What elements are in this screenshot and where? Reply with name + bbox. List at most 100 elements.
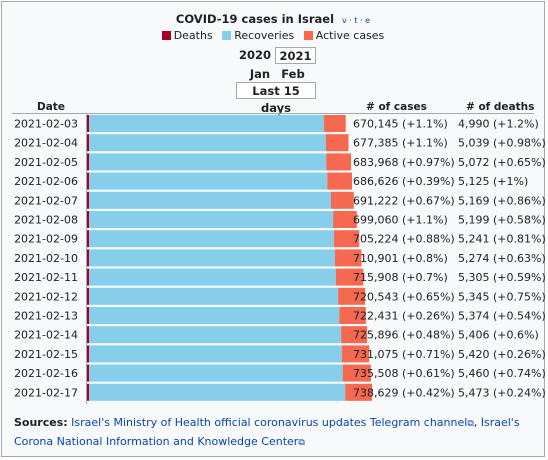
row-cases-label: 725,896 (+0.48%) [353, 329, 455, 342]
row-cases-label: 715,908 (+0.7%) [353, 271, 448, 284]
legend-active: Active cases [303, 29, 385, 43]
bar-recoveries [89, 134, 326, 152]
sources-label: Sources: [14, 416, 68, 429]
month-jan-button[interactable]: Jan [249, 67, 271, 81]
column-header-date: Date [37, 101, 65, 113]
row-cases-label: 670,145 (+1.1%) [353, 118, 448, 131]
legend-recoveries-swatch [222, 31, 232, 40]
vte-links[interactable]: v · t · e [342, 16, 371, 25]
sources-note: Sources: Israel's Ministry of Health off… [14, 414, 539, 452]
row-deaths-label: 5,473 (+0.24%) [458, 386, 546, 399]
row-cases-label: 710,901 (+0.8%) [353, 252, 448, 265]
bar-recoveries [89, 307, 340, 324]
bar-recoveries [89, 383, 346, 401]
bar-deaths [87, 230, 90, 248]
row-deaths-label: 5,305 (+0.59%) [458, 271, 546, 284]
row-date-label: 2021-02-04 [14, 137, 78, 150]
bar-active [333, 211, 357, 228]
row-date-label: 2021-02-11 [14, 271, 78, 284]
row-deaths-label: 5,125 (+1%) [458, 175, 528, 188]
row-deaths-label: 5,169 (+0.86%) [458, 194, 546, 207]
bar-active [325, 134, 349, 152]
row-date-label: 2021-02-16 [14, 367, 78, 380]
row-date-label: 2021-02-13 [14, 310, 78, 323]
row-deaths-label: 5,199 (+0.58%) [458, 214, 546, 227]
bar-deaths [87, 211, 90, 228]
row-date-label: 2021-02-08 [14, 214, 78, 227]
bar-recoveries [89, 345, 342, 363]
bar-deaths [87, 287, 90, 305]
bar-deaths [87, 345, 90, 363]
source-link-ministry[interactable]: Israel's Ministry of Health official cor… [71, 416, 468, 429]
legend: Deaths Recoveries Active cases [2, 29, 544, 43]
external-link-icon: ⧉ [298, 438, 305, 448]
row-deaths-label: 5,345 (+0.75%) [458, 290, 546, 303]
row-date-label: 2021-02-03 [14, 118, 78, 131]
row-cases-label: 731,075 (+0.71%) [353, 348, 455, 361]
row-date-label: 2021-02-14 [14, 329, 78, 342]
bar-recoveries [89, 153, 327, 171]
last-15-days-button[interactable]: Last 15 days [236, 82, 316, 115]
bar-deaths [87, 134, 89, 152]
bar-active [342, 364, 371, 382]
legend-recoveries: Recoveries [222, 29, 294, 43]
row-deaths-label: 5,072 (+0.65%) [458, 156, 546, 169]
bar-deaths [87, 268, 90, 286]
row-date-label: 2021-02-06 [14, 175, 78, 188]
legend-deaths-label: Deaths [173, 29, 213, 42]
bar-deaths [87, 383, 90, 401]
year-2021-button[interactable]: 2021 [275, 47, 316, 64]
row-cases-label: 691,222 (+0.67%) [353, 194, 455, 207]
bar-active [341, 345, 370, 363]
row-deaths-label: 5,039 (+0.98%) [458, 137, 546, 150]
row-cases-label: 720,543 (+0.65%) [353, 290, 455, 303]
bar-recoveries [89, 230, 334, 248]
row-cases-label: 677,385 (+1.1%) [353, 137, 448, 150]
row-deaths-label: 5,241 (+0.81%) [458, 233, 546, 246]
bar-active [345, 383, 373, 401]
year-2020-button[interactable]: 2020 [238, 48, 271, 62]
bar-deaths [87, 307, 90, 324]
bar-active [338, 287, 366, 305]
bar-deaths [87, 191, 89, 209]
row-date-label: 2021-02-17 [14, 386, 78, 399]
bar-active [324, 115, 346, 132]
bar-active [335, 268, 364, 286]
external-link-icon: ⧉ [467, 419, 474, 429]
row-date-label: 2021-02-10 [14, 252, 78, 265]
bar-deaths [87, 326, 90, 344]
row-deaths-label: 5,274 (+0.63%) [458, 252, 546, 265]
bar-recoveries [89, 268, 336, 286]
row-deaths-label: 5,374 (+0.54%) [458, 310, 546, 323]
sources-separator: , [473, 416, 481, 429]
bar-deaths [87, 172, 89, 190]
row-cases-label: 686,626 (+0.39%) [353, 175, 455, 188]
bar-recoveries [89, 211, 334, 228]
bar-recoveries [89, 115, 325, 132]
row-date-label: 2021-02-15 [14, 348, 78, 361]
bar-deaths [87, 364, 90, 382]
row-cases-label: 699,060 (+1.1%) [353, 214, 448, 227]
legend-deaths: Deaths [161, 29, 213, 43]
bar-active [333, 230, 360, 248]
bar-recoveries [89, 364, 343, 382]
legend-deaths-swatch [161, 31, 171, 40]
bar-chart: 2021-02-03 670,145 (+1.1%) 4,990 (+1.2%) 20… [12, 113, 546, 404]
row-date-label: 2021-02-09 [14, 233, 78, 246]
bar-deaths [87, 153, 89, 171]
bar-recoveries [89, 249, 335, 267]
bar-recoveries [89, 287, 339, 305]
row-deaths-label: 4,990 (+1.2%) [458, 118, 539, 131]
chart-title: COVID-19 cases in Israel [175, 12, 335, 26]
bar-active [327, 172, 353, 190]
bar-recoveries [89, 191, 331, 209]
source-link-knowledge-center[interactable]: Israel's Corona National Information and… [14, 416, 520, 448]
bar-active [326, 153, 352, 171]
month-feb-button[interactable]: Feb [281, 67, 305, 81]
row-date-label: 2021-02-05 [14, 156, 78, 169]
row-deaths-label: 5,460 (+0.74%) [458, 367, 546, 380]
legend-recoveries-label: Recoveries [234, 29, 295, 42]
legend-active-label: Active cases [315, 29, 385, 42]
row-cases-label: 683,968 (+0.97%) [353, 156, 455, 169]
row-deaths-label: 5,406 (+0.6%) [458, 329, 539, 342]
